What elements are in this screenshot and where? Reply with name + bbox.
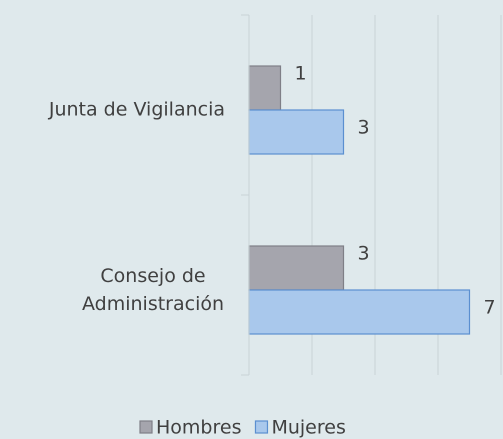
label-line: Consejo de	[100, 265, 205, 287]
data-label: 3	[357, 117, 369, 139]
bar	[248, 245, 345, 291]
legend-swatch	[139, 420, 153, 434]
label-line: Administración	[82, 293, 224, 315]
bar	[248, 289, 471, 335]
y-tick-label: Junta de Vigilancia	[48, 99, 225, 121]
legend-label: Hombres	[156, 417, 241, 439]
bar	[248, 109, 345, 155]
legend-label: Mujeres	[271, 417, 345, 439]
legend-swatch	[254, 420, 269, 434]
data-label: 1	[294, 63, 306, 85]
data-label: 7	[483, 297, 495, 319]
bar	[248, 65, 282, 111]
y-tick-label: Consejo de Administración	[82, 265, 224, 315]
data-label: 3	[357, 243, 369, 265]
